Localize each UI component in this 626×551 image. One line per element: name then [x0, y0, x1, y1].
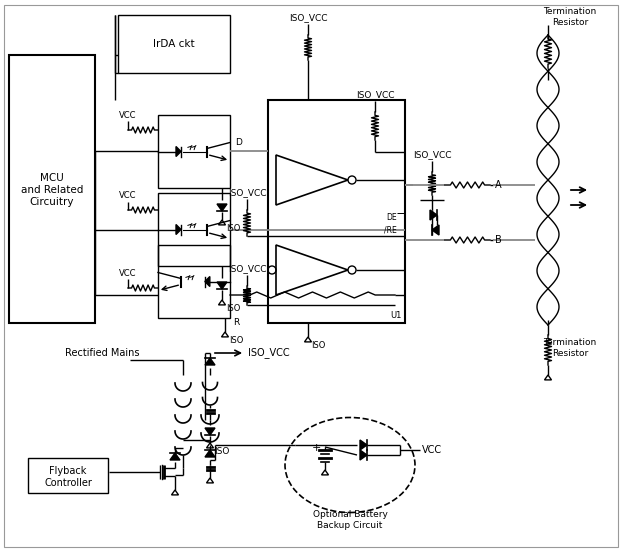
Text: +: + — [311, 443, 321, 453]
Text: ISO_VCC: ISO_VCC — [228, 188, 266, 197]
Text: R: R — [233, 318, 239, 327]
Text: ISO: ISO — [226, 304, 240, 313]
Polygon shape — [205, 277, 210, 287]
Bar — [268, 100, 405, 323]
Text: DE: DE — [386, 213, 397, 223]
Text: ISO: ISO — [229, 336, 244, 345]
Text: A: A — [495, 180, 501, 190]
Text: VCC: VCC — [119, 192, 136, 201]
Bar — [118, 15, 230, 73]
Polygon shape — [205, 450, 215, 457]
Polygon shape — [430, 210, 437, 220]
Text: ISO: ISO — [311, 341, 326, 350]
Text: ISO_VCC: ISO_VCC — [356, 90, 394, 100]
Polygon shape — [360, 440, 367, 450]
Text: VCC: VCC — [422, 445, 442, 455]
Text: ISO_VCC: ISO_VCC — [248, 348, 290, 359]
Bar — [9, 55, 95, 323]
Polygon shape — [170, 453, 180, 460]
Polygon shape — [176, 224, 181, 235]
Text: ISO_VCC: ISO_VCC — [228, 264, 266, 273]
Text: Flyback
Controller: Flyback Controller — [44, 466, 92, 488]
Text: Termination
Resistor: Termination Resistor — [543, 7, 597, 26]
Text: IrDA ckt: IrDA ckt — [153, 39, 195, 49]
Polygon shape — [176, 147, 181, 156]
Text: VCC: VCC — [119, 111, 136, 120]
Text: Rectified Mains: Rectified Mains — [65, 348, 140, 358]
Text: U1: U1 — [391, 311, 402, 320]
Text: ISO_VCC: ISO_VCC — [413, 150, 451, 159]
Bar — [158, 245, 230, 318]
Bar — [28, 458, 108, 493]
Text: ISO_VCC: ISO_VCC — [289, 14, 327, 23]
Text: ISO: ISO — [226, 224, 240, 233]
Text: Termination
Resistor: Termination Resistor — [543, 338, 597, 358]
Bar — [158, 193, 230, 266]
Polygon shape — [217, 204, 227, 211]
Polygon shape — [217, 282, 227, 289]
Text: Optional Battery
Backup Circuit: Optional Battery Backup Circuit — [312, 510, 387, 530]
Polygon shape — [432, 225, 439, 235]
Polygon shape — [205, 428, 215, 435]
Text: /RE: /RE — [384, 225, 397, 235]
Text: D: D — [235, 138, 242, 147]
Polygon shape — [205, 358, 215, 365]
Text: B: B — [495, 235, 502, 245]
Text: VCC: VCC — [119, 268, 136, 278]
Bar — [158, 115, 230, 188]
Text: MCU
and Related
Circuitry: MCU and Related Circuitry — [21, 174, 83, 207]
Polygon shape — [360, 450, 367, 460]
Text: ISO: ISO — [214, 447, 229, 456]
